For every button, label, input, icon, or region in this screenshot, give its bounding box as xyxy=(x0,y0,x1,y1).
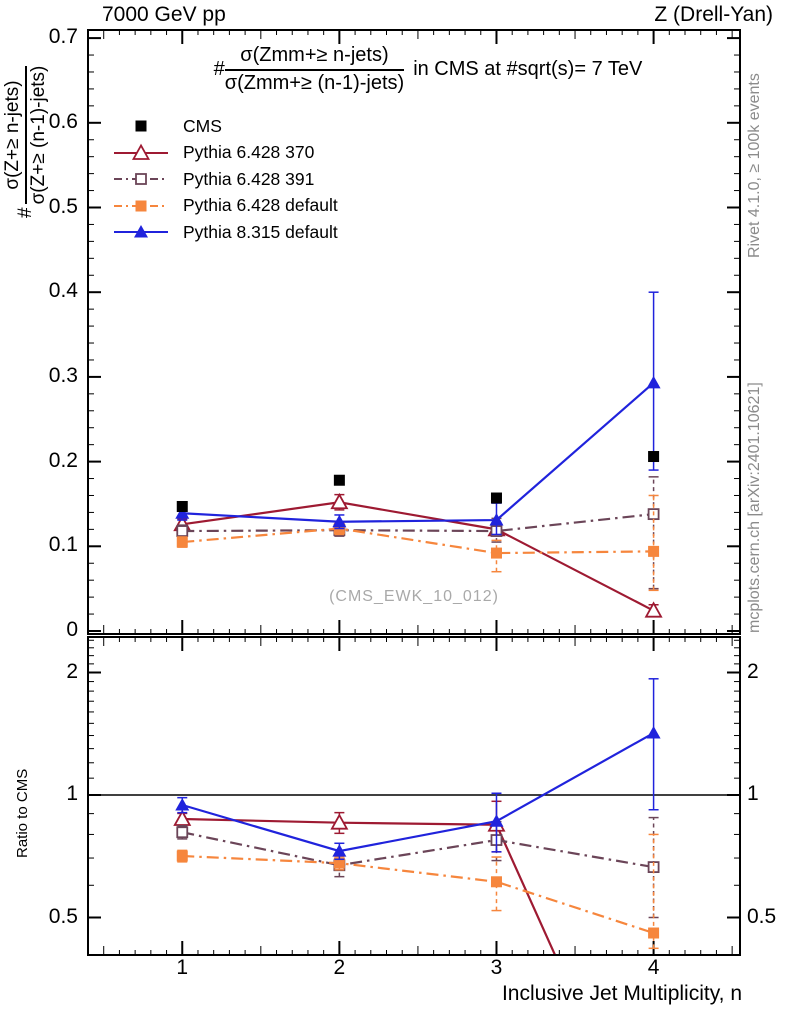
ratio-y-tick-label-left: 0.5 xyxy=(48,904,78,928)
legend: CMS Pythia 6.428 370 Pythia 6.428 391 Pythi… xyxy=(112,113,338,246)
legend-label: Pythia 6.428 default xyxy=(183,195,338,216)
ratio-y-tick-label-right: 2 xyxy=(747,659,759,683)
legend-label: Pythia 6.428 391 xyxy=(183,168,315,189)
main-y-tick-label: 0.4 xyxy=(48,279,78,303)
ratio-series-pythia-6-428-391 xyxy=(176,816,660,919)
title-denominator: σ(Zmm+≥ (n-1)-jets) xyxy=(224,71,405,94)
beam-energy-label: 7000 GeV pp xyxy=(102,3,226,26)
ratio-series-pythia-6-428-default xyxy=(176,833,660,950)
x-tick-label: 3 xyxy=(490,956,503,979)
legend-marker-pythia-6-428-370-icon xyxy=(114,143,168,160)
legend-marker-pythia-8-315-default-icon xyxy=(114,225,168,238)
legend-item-pythia-6-428-370: Pythia 6.428 370 xyxy=(112,140,338,167)
main-y-tick-label: 0.6 xyxy=(48,109,78,133)
legend-marker-cms-icon xyxy=(135,120,147,132)
x-axis-title: Inclusive Jet Multiplicity, n xyxy=(501,982,742,1005)
legend-label: Pythia 8.315 default xyxy=(183,221,338,242)
y-axis-title-numerator: σ(Z+≥ n-jets) xyxy=(2,65,28,205)
x-tick-label: 1 xyxy=(176,956,189,979)
title-suffix: in CMS at #sqrt(s)= 7 TeV xyxy=(413,58,643,81)
x-tick-label: 2 xyxy=(333,956,346,979)
main-series-pythia-8-315-default xyxy=(175,291,661,536)
ratio-y-tick-label-left: 2 xyxy=(66,659,78,683)
ratio-y-tick-label-left: 1 xyxy=(66,782,78,805)
title-numerator: σ(Zmm+≥ n-jets) xyxy=(224,44,405,71)
main-y-tick-label: 0 xyxy=(66,618,78,641)
legend-item-cms: CMS xyxy=(112,113,338,140)
legend-item-pythia-6-428-391: Pythia 6.428 391 xyxy=(112,166,338,193)
mcplots-arxiv-note: mcplots.cern.ch [arXiv:2401.10621] xyxy=(746,382,763,633)
legend-item-pythia-6-428-default: Pythia 6.428 default xyxy=(112,193,338,220)
title-fraction: σ(Zmm+≥ n-jets) σ(Zmm+≥ (n-1)-jets) xyxy=(224,44,405,95)
main-series-pythia-6-428-391 xyxy=(176,476,660,590)
rivet-version-note: Rivet 4.1.0, ≥ 100k events xyxy=(746,73,763,258)
y-axis-title-fraction: σ(Z+≥ n-jets) σ(Z+≥ (n-1)-jets) xyxy=(2,65,51,205)
plot-title: # σ(Zmm+≥ n-jets) σ(Zmm+≥ (n-1)-jets) in… xyxy=(88,44,740,95)
process-label: Z (Drell-Yan) xyxy=(654,3,773,26)
main-y-tick-label: 0.2 xyxy=(48,448,78,472)
legend-item-pythia-8-315-default: Pythia 8.315 default xyxy=(112,219,338,246)
analysis-watermark: (CMS_EWK_10_012) xyxy=(329,588,499,605)
y-axis-title-denominator: σ(Z+≥ (n-1)-jets) xyxy=(28,65,50,205)
main-y-tick-label: 0.5 xyxy=(48,194,78,218)
x-tick-label: 4 xyxy=(647,956,660,979)
main-y-tick-label: 0.7 xyxy=(48,25,78,49)
title-prefix: # xyxy=(213,58,225,81)
legend-marker-pythia-6-428-default-icon xyxy=(114,200,168,212)
ratio-y-tick-label-right: 1 xyxy=(747,782,759,805)
ratio-y-tick-label-right: 0.5 xyxy=(747,904,777,928)
main-series-cms xyxy=(176,451,660,512)
legend-label: CMS xyxy=(183,115,222,136)
ratio-series-pythia-8-315-default xyxy=(175,678,661,861)
main-y-tick-label: 0.1 xyxy=(48,533,78,557)
main-y-tick-label: 0.3 xyxy=(48,363,78,387)
legend-label: Pythia 6.428 370 xyxy=(183,142,315,163)
legend-marker-pythia-6-428-391-icon xyxy=(114,173,168,186)
